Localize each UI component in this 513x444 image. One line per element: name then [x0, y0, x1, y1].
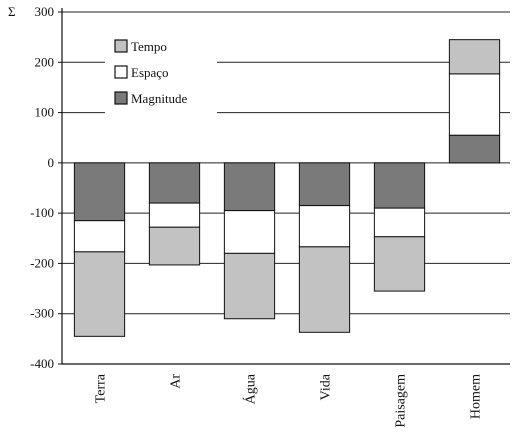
legend-swatch-espaço	[114, 65, 128, 79]
y-tick-label: -200	[30, 255, 54, 270]
bar-terra-magnitude	[73, 162, 126, 222]
legend-swatch-tempo	[114, 39, 128, 53]
y-tick-label: -400	[30, 356, 54, 371]
x-tick-label-1: Ar	[169, 374, 184, 389]
bars	[73, 39, 501, 337]
y-axis-title: Σ	[8, 4, 16, 19]
gridlines	[62, 11, 510, 315]
axes: 200 100 0 -100 -200 -300 -400 Σ 300 Terra Ar Água Vi…	[8, 4, 510, 428]
bar-vida-magnitude	[298, 162, 351, 207]
bar-paisagem-espaço	[373, 207, 426, 238]
x-tick-label-2: Água	[242, 373, 259, 404]
y-tick-label: 0	[48, 155, 55, 170]
legend-label-magnitude: Magnitude	[131, 91, 188, 106]
x-tick-label-0: Terra	[94, 373, 109, 403]
x-tick-label-3: Vida	[319, 373, 334, 400]
bar-água-magnitude	[223, 162, 276, 212]
bar-paisagem-magnitude	[373, 162, 426, 209]
y-tick-label: -300	[30, 306, 54, 321]
bar-homem-tempo	[448, 39, 501, 75]
legend-label-espaço: Espaço	[131, 65, 169, 80]
bar-vida-tempo	[298, 246, 351, 333]
bar-homem-magnitude	[448, 134, 501, 164]
legend: Tempo Espaço Magnitude	[114, 39, 188, 106]
bar-terra-tempo	[73, 251, 126, 337]
y-tick-label: 300	[35, 4, 55, 19]
x-tick-label-5: Homem	[469, 374, 484, 419]
bar-ar-magnitude	[148, 162, 201, 204]
bar-ar-espaço	[148, 202, 201, 228]
y-tick-label: 100	[35, 105, 55, 120]
bar-água-espaço	[223, 210, 276, 254]
x-tick-label-4: Paisagem	[394, 374, 409, 428]
bar-ar-tempo	[148, 226, 201, 266]
bar-paisagem-tempo	[373, 236, 426, 292]
legend-swatch-magnitude	[114, 91, 128, 105]
bar-água-tempo	[223, 252, 276, 320]
bar-homem-espaço	[448, 73, 501, 136]
bar-vida-espaço	[298, 205, 351, 248]
y-tick-label: 200	[35, 54, 55, 69]
legend-label-tempo: Tempo	[131, 39, 167, 54]
bar-terra-espaço	[73, 220, 126, 253]
y-tick-label: -100	[30, 205, 54, 220]
